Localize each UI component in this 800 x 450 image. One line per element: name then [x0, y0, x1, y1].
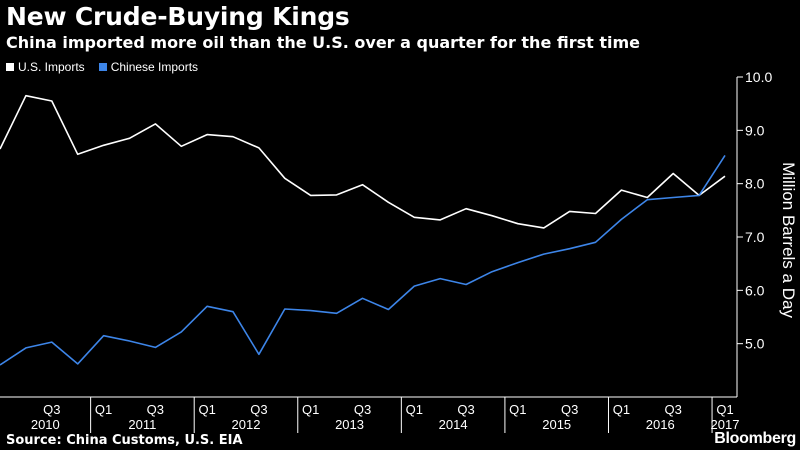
- year-label: 2017: [711, 417, 740, 432]
- year-label: 2015: [542, 417, 571, 432]
- source-note: Source: China Customs, U.S. EIA: [6, 433, 243, 448]
- legend-item-us: U.S. Imports: [6, 60, 85, 74]
- chart-title: New Crude-Buying Kings: [6, 2, 350, 31]
- x-tick-label: Q3: [561, 402, 578, 417]
- axis-labels: 5.0 6.0 7.0 8.0 9.0 10.0 Million Barrels a Day…: [31, 69, 798, 432]
- year-label: 2012: [232, 417, 261, 432]
- y-axis-label: Million Barrels a Day: [779, 162, 798, 318]
- x-tick-label: Q3: [43, 402, 60, 417]
- series-line-chinese-imports: [0, 154, 726, 366]
- legend-swatch-us: [6, 63, 14, 71]
- y-tick-label: 10.0: [745, 69, 772, 85]
- x-tick-label: Q3: [457, 402, 474, 417]
- x-tick-label: Q3: [147, 402, 164, 417]
- x-tick-label: Q1: [198, 402, 215, 417]
- x-tick-label: Q1: [406, 402, 423, 417]
- year-label: 2014: [439, 417, 468, 432]
- axes: [0, 76, 743, 433]
- x-tick-label: Q1: [613, 402, 630, 417]
- chart-subtitle: China imported more oil than the U.S. ov…: [6, 33, 641, 52]
- legend-label-us: U.S. Imports: [18, 60, 85, 74]
- legend-swatch-china: [98, 63, 107, 71]
- y-tick-label: 9.0: [745, 122, 765, 138]
- x-tick-label: Q3: [665, 402, 682, 417]
- x-tick-label: Q3: [250, 402, 267, 417]
- x-tick-label: Q1: [95, 402, 112, 417]
- x-tick-label: Q1: [716, 402, 733, 417]
- legend: U.S. Imports Chinese Imports: [6, 60, 198, 74]
- bloomberg-logo: Bloomberg: [714, 430, 796, 447]
- legend-item-china: Chinese Imports: [98, 60, 199, 74]
- series-line-us-imports: [0, 94, 726, 229]
- year-label: 2016: [646, 417, 675, 432]
- year-label: 2013: [335, 417, 364, 432]
- year-label: 2010: [31, 417, 60, 432]
- legend-label-china: Chinese Imports: [110, 60, 199, 74]
- x-tick-label: Q3: [354, 402, 371, 417]
- y-tick-label: 8.0: [745, 176, 765, 192]
- y-tick-label: 6.0: [745, 282, 765, 298]
- y-tick-label: 7.0: [745, 229, 765, 245]
- x-tick-label: Q1: [509, 402, 526, 417]
- year-label: 2011: [128, 417, 156, 432]
- y-tick-label: 5.0: [745, 336, 765, 352]
- series-lines: [0, 94, 726, 366]
- x-tick-label: Q1: [302, 402, 319, 417]
